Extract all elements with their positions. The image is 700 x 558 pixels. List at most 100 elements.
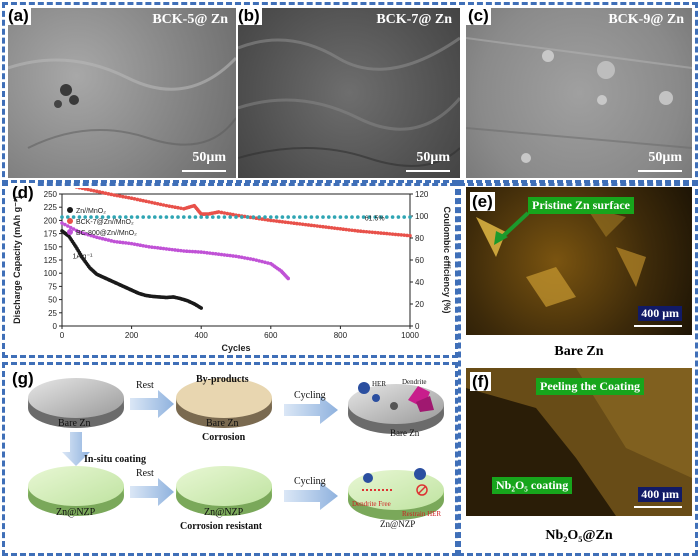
data-point bbox=[353, 228, 357, 233]
data-point bbox=[155, 201, 160, 206]
data-point bbox=[347, 228, 351, 232]
data-point bbox=[251, 215, 256, 219]
data-point bbox=[399, 233, 404, 237]
data-point bbox=[112, 215, 116, 219]
data-point bbox=[286, 220, 291, 225]
data-point bbox=[158, 246, 163, 251]
data-point bbox=[370, 230, 375, 235]
data-point bbox=[173, 205, 177, 209]
data-point bbox=[112, 193, 116, 197]
data-point bbox=[327, 215, 331, 219]
y2-tick-label: 20 bbox=[415, 300, 424, 309]
data-point bbox=[338, 227, 343, 231]
data-point bbox=[274, 219, 279, 223]
legend-marker bbox=[67, 229, 73, 235]
x-tick-label: 1000 bbox=[401, 331, 419, 340]
data-point bbox=[248, 257, 253, 261]
data-point bbox=[132, 197, 137, 201]
data-point bbox=[77, 188, 82, 190]
x-tick-label: 400 bbox=[195, 331, 209, 340]
data-point bbox=[240, 255, 244, 260]
x-tick-label: 0 bbox=[60, 331, 65, 340]
data-point bbox=[83, 231, 87, 236]
corrosion-resistant-label: Corrosion resistant bbox=[180, 521, 263, 532]
y-tick-label: 200 bbox=[44, 216, 58, 225]
insitu-label: In-situ coating bbox=[84, 454, 146, 465]
data-point bbox=[332, 226, 337, 230]
data-point bbox=[199, 215, 203, 219]
data-point bbox=[312, 223, 317, 228]
data-point bbox=[63, 222, 67, 227]
data-point bbox=[387, 232, 392, 236]
her-label: HER bbox=[372, 380, 386, 388]
y2-tick-label: 100 bbox=[415, 212, 429, 221]
cycling-top-label: Cycling bbox=[294, 390, 326, 401]
data-point bbox=[150, 200, 154, 205]
data-point bbox=[158, 215, 163, 219]
scale-bar-e bbox=[634, 325, 682, 327]
disk-corrosion bbox=[176, 378, 272, 428]
data-point bbox=[300, 222, 305, 227]
data-point bbox=[321, 215, 325, 219]
data-point bbox=[260, 217, 264, 221]
data-point bbox=[71, 227, 76, 231]
data-point bbox=[89, 215, 93, 219]
data-point bbox=[129, 241, 134, 246]
cycling-chart: 0 200 400 600 800 100002550751001251501752002… bbox=[12, 188, 452, 353]
scale-label-e: 400 μm bbox=[638, 306, 682, 321]
data-point bbox=[89, 188, 93, 192]
data-point bbox=[364, 229, 369, 234]
panel-letter-c: (c) bbox=[466, 6, 491, 25]
data-point bbox=[118, 215, 122, 219]
data-point bbox=[228, 253, 232, 258]
sem-image-c: BCK-9@ Zn 50μm bbox=[466, 8, 692, 178]
data-point bbox=[277, 219, 282, 224]
data-point bbox=[242, 256, 247, 260]
data-point bbox=[205, 250, 209, 255]
x-tick-label: 200 bbox=[125, 331, 139, 340]
data-point bbox=[71, 215, 76, 219]
panel-letter-a: (a) bbox=[6, 6, 31, 25]
data-point bbox=[356, 229, 360, 233]
arrow-cycling-top bbox=[284, 396, 338, 424]
data-point bbox=[329, 225, 334, 230]
data-point bbox=[379, 231, 383, 235]
schematic-group-frame bbox=[2, 362, 458, 556]
retention-annotation: 61.5% bbox=[365, 215, 385, 222]
data-point bbox=[141, 243, 145, 248]
data-point bbox=[179, 206, 183, 211]
x-tick-label: 800 bbox=[334, 331, 348, 340]
data-point bbox=[216, 215, 221, 219]
data-point bbox=[190, 249, 195, 254]
panel-letter-b: (b) bbox=[236, 6, 262, 25]
data-point bbox=[211, 215, 215, 219]
data-point bbox=[405, 233, 409, 238]
arrow-rest-top bbox=[130, 390, 174, 418]
data-point bbox=[89, 233, 93, 238]
sem-group-frame bbox=[2, 2, 698, 186]
optical-image-f: Peeling the Coating Nb₂O₅ coating 400 μm bbox=[466, 368, 692, 516]
data-point bbox=[361, 215, 366, 219]
scale-label-b: 50μm bbox=[416, 150, 450, 165]
data-point bbox=[396, 232, 401, 237]
data-point bbox=[390, 215, 395, 219]
data-point bbox=[385, 215, 389, 219]
data-point bbox=[237, 255, 241, 259]
data-point bbox=[153, 201, 157, 205]
data-point bbox=[269, 215, 273, 219]
data-point bbox=[135, 215, 140, 219]
y-tick-label: 125 bbox=[44, 256, 58, 265]
sem-title-a: BCK-5@ Zn bbox=[152, 12, 228, 27]
data-point bbox=[309, 215, 314, 219]
data-point bbox=[199, 306, 203, 310]
data-point bbox=[298, 222, 302, 226]
disk3-label: Bare Zn bbox=[390, 428, 420, 438]
data-point bbox=[266, 261, 270, 265]
data-point bbox=[266, 218, 270, 222]
data-point bbox=[179, 248, 183, 253]
chart-group-frame bbox=[2, 180, 458, 358]
data-point bbox=[219, 210, 224, 215]
data-point bbox=[170, 247, 174, 252]
data-point bbox=[124, 215, 128, 219]
data-point bbox=[155, 246, 160, 250]
